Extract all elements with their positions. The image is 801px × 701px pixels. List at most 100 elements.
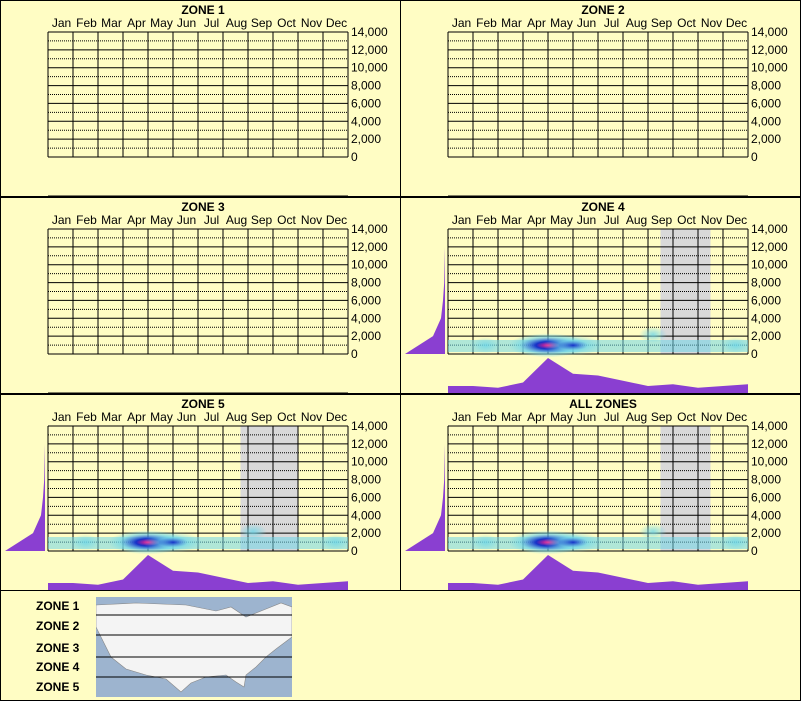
y-tick-label: 12,000 [351,437,388,451]
month-tick-label: Mar [101,16,122,30]
month-tick-label: Feb [476,410,497,424]
y-tick-label: 14,000 [351,419,388,433]
elevation-profile-area [405,229,445,354]
month-tick-label: Feb [76,410,97,424]
heat-spot [721,534,750,551]
heat-spot [71,534,100,551]
month-tick-label: Feb [476,16,497,30]
month-tick-label: Jan [52,410,71,424]
month-tick-label: Jul [604,410,619,424]
chart-title: ALL ZONES [569,397,637,411]
chart-svg: ZONE 3 Jan Feb Mar Apr May Jun Jul Aug Sep Oct Nov D… [47,200,388,393]
y-tick-label: 2,000 [751,329,781,343]
chart-panel-6: ALL ZONES Jan Feb Mar Apr May Jun Jul Aug Sep Oct N… [400,394,801,591]
y-tick-label: 4,000 [351,114,381,128]
y-tick-label: 4,000 [351,311,381,325]
month-tick-label: Feb [76,16,97,30]
month-tick-label: Jun [177,213,196,227]
chart-title: ZONE 2 [581,3,625,17]
y-tick-label: 6,000 [751,490,781,504]
y-tick-label: 10,000 [351,455,388,469]
chart-svg: ZONE 4 Jan Feb Mar Apr May Jun Jul Aug Sep Oct Nov D… [405,200,788,393]
month-tick-label: Nov [701,410,722,424]
y-tick-label: 4,000 [751,311,781,325]
month-tick-label: Apr [527,213,546,227]
y-tick-label: 0 [351,544,358,558]
month-tick-label: Nov [301,410,322,424]
month-tick-label: Jul [604,213,619,227]
elevation-profile-area [405,426,445,551]
month-tick-label: Mar [501,213,522,227]
month-tick-label: Oct [677,410,696,424]
month-tick-label: Dec [326,410,347,424]
month-tick-label: Apr [127,16,146,30]
zone-label-5: ZONE 5 [36,680,80,694]
month-tick-label: Sep [651,213,673,227]
y-tick-label: 8,000 [351,473,381,487]
month-tick-label: Aug [626,213,647,227]
chart-title: ZONE 3 [181,200,225,214]
chart-title: ZONE 5 [181,397,225,411]
month-tick-label: Nov [301,213,322,227]
y-tick-label: 4,000 [351,508,381,522]
y-tick-label: 10,000 [751,455,788,469]
month-tick-label: Dec [326,16,347,30]
chart-panel-2: ZONE 2 Jan Feb Mar Apr May Jun Jul Aug Sep Oct Nov D… [400,0,801,197]
month-tick-label: Jun [177,410,196,424]
y-tick-label: 8,000 [351,79,381,93]
y-tick-label: 0 [751,544,758,558]
chart-panel-1: ZONE 1 Jan Feb Mar Apr May Jun Jul Aug Sep Oct Nov D… [0,0,401,197]
heat-spot [239,523,267,540]
month-tick-label: Jan [52,16,71,30]
y-tick-label: 2,000 [751,132,781,146]
month-tick-label: Nov [701,213,722,227]
zone-label-3: ZONE 3 [36,641,80,655]
zone-label-4: ZONE 4 [36,660,80,674]
month-tick-label: Sep [251,16,273,30]
month-tick-label: Dec [726,410,747,424]
month-tick-label: May [550,16,573,30]
y-tick-label: 4,000 [751,114,781,128]
y-tick-label: 0 [351,347,358,361]
month-tick-label: Oct [277,213,296,227]
y-tick-label: 12,000 [351,240,388,254]
y-tick-label: 6,000 [351,490,381,504]
monthly-profile-area [448,555,748,590]
month-tick-label: Jan [452,213,471,227]
month-tick-label: Jul [204,16,219,30]
chart-title: ZONE 1 [181,3,225,17]
y-tick-label: 12,000 [751,43,788,57]
heat-spot [471,534,500,551]
chart-panel-5: ZONE 5 Jan Feb Mar Apr May Jun Jul Aug Sep Oct Nov D… [0,394,401,591]
month-tick-label: Sep [251,410,273,424]
month-tick-label: Sep [651,410,673,424]
y-tick-label: 12,000 [751,437,788,451]
month-tick-label: Jul [204,410,219,424]
month-tick-label: Apr [127,213,146,227]
month-tick-label: May [550,410,573,424]
month-tick-label: Jan [52,213,71,227]
y-tick-label: 14,000 [351,222,388,236]
y-tick-label: 10,000 [351,258,388,272]
month-tick-label: Oct [677,213,696,227]
elevation-profile-area [5,426,45,551]
month-tick-label: Dec [726,213,747,227]
y-tick-label: 10,000 [351,61,388,75]
chart-panel-4: ZONE 4 Jan Feb Mar Apr May Jun Jul Aug Sep Oct Nov D… [400,197,801,394]
heat-spot [639,326,667,343]
y-tick-label: 6,000 [751,293,781,307]
chart-svg: ZONE 2 Jan Feb Mar Apr May Jun Jul Aug Sep Oct Nov D… [447,3,788,196]
month-tick-label: Oct [677,16,696,30]
y-tick-label: 8,000 [751,473,781,487]
month-tick-label: Oct [277,16,296,30]
month-tick-label: Jun [577,410,596,424]
y-tick-label: 0 [351,150,358,164]
y-tick-label: 10,000 [751,61,788,75]
month-tick-label: Jul [204,213,219,227]
monthly-profile-area [448,358,748,393]
y-tick-label: 6,000 [351,96,381,110]
month-tick-label: Apr [527,410,546,424]
zone-label-1: ZONE 1 [36,599,80,613]
y-tick-label: 12,000 [751,240,788,254]
